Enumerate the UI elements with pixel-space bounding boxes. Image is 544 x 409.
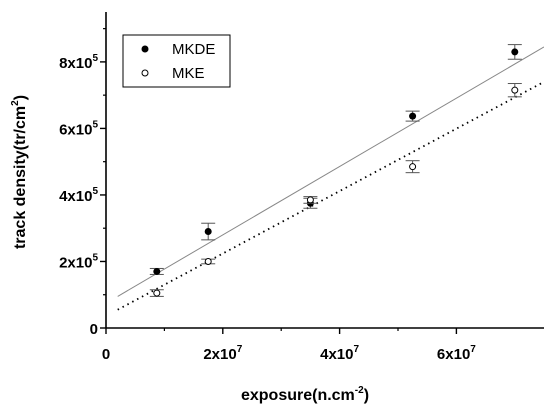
x-ticks: 0 2x107 4x107 6x107 — [102, 328, 476, 363]
y-tick-label: 0 — [90, 321, 98, 338]
x-tick-label-exponent: 7 — [354, 344, 360, 355]
y-tick-label-exponent: 5 — [92, 119, 98, 130]
axes — [105, 12, 544, 329]
legend: MKDE MKE — [122, 34, 231, 88]
y-axis-title-tail: ) — [12, 95, 29, 100]
x-tick-label-exponent: 7 — [237, 344, 243, 355]
legend-marker-mke — [141, 69, 149, 77]
data-point-mke — [153, 289, 161, 297]
x-tick-label-mantissa: 4x10 — [320, 346, 353, 363]
y-tick-label-mantissa: 0 — [90, 321, 98, 338]
x-tick-label: 2x107 — [203, 344, 242, 363]
legend-marker-mkde — [141, 45, 149, 53]
data-point-mke — [306, 196, 314, 204]
data-point-mkde — [511, 48, 519, 56]
y-tick-label-mantissa: 4x10 — [59, 188, 92, 205]
y-tick-label-mantissa: 8x10 — [59, 55, 92, 72]
legend-label-mkde: MKDE — [172, 41, 215, 58]
data-point-mke — [511, 86, 519, 94]
x-tick-label-mantissa: 0 — [102, 346, 110, 363]
y-axis-title: track density(tr/cm2) — [10, 95, 29, 249]
x-tick-label: 0 — [102, 346, 110, 363]
fit-line-mke — [117, 81, 544, 311]
x-tick-label-mantissa: 2x10 — [203, 346, 236, 363]
x-tick-label-mantissa: 6x10 — [437, 346, 470, 363]
y-tick-label-exponent: 5 — [92, 53, 98, 64]
x-axis-title-tail: ) — [364, 387, 369, 404]
x-tick-label: 4x107 — [320, 344, 359, 363]
y-tick-label-mantissa: 2x10 — [59, 254, 92, 271]
legend-label-mke: MKE — [172, 65, 205, 82]
fit-line-mkde — [117, 46, 544, 297]
data-point-mkde — [204, 228, 212, 236]
y-tick-label: 6x105 — [59, 119, 98, 138]
x-tick-label-exponent: 7 — [470, 344, 476, 355]
y-axis-title-base: track density(tr/cm — [12, 106, 29, 249]
y-tick-label-mantissa: 6x10 — [59, 121, 92, 138]
x-axis-title-exp: -2 — [355, 385, 364, 396]
data-point-mke — [409, 163, 417, 171]
x-tick-label: 6x107 — [437, 344, 476, 363]
y-axis-title-exp: 2 — [10, 100, 21, 106]
data-point-mke — [204, 257, 212, 265]
y-tick-label: 4x105 — [59, 186, 98, 205]
x-axis-title-base: exposure(n.cm — [241, 387, 355, 404]
x-axis-title: exposure(n.cm-2) — [241, 385, 369, 404]
data-point-mkde — [153, 267, 161, 275]
y-tick-label: 8x105 — [59, 53, 98, 72]
data-points — [149, 44, 522, 297]
series-mke — [149, 83, 522, 297]
y-tick-label-exponent: 5 — [92, 186, 98, 197]
fit-lines — [117, 46, 544, 311]
legend-box — [122, 34, 231, 88]
data-point-mkde — [409, 112, 417, 120]
y-tick-label-exponent: 5 — [92, 252, 98, 263]
y-tick-label: 2x105 — [59, 252, 98, 271]
